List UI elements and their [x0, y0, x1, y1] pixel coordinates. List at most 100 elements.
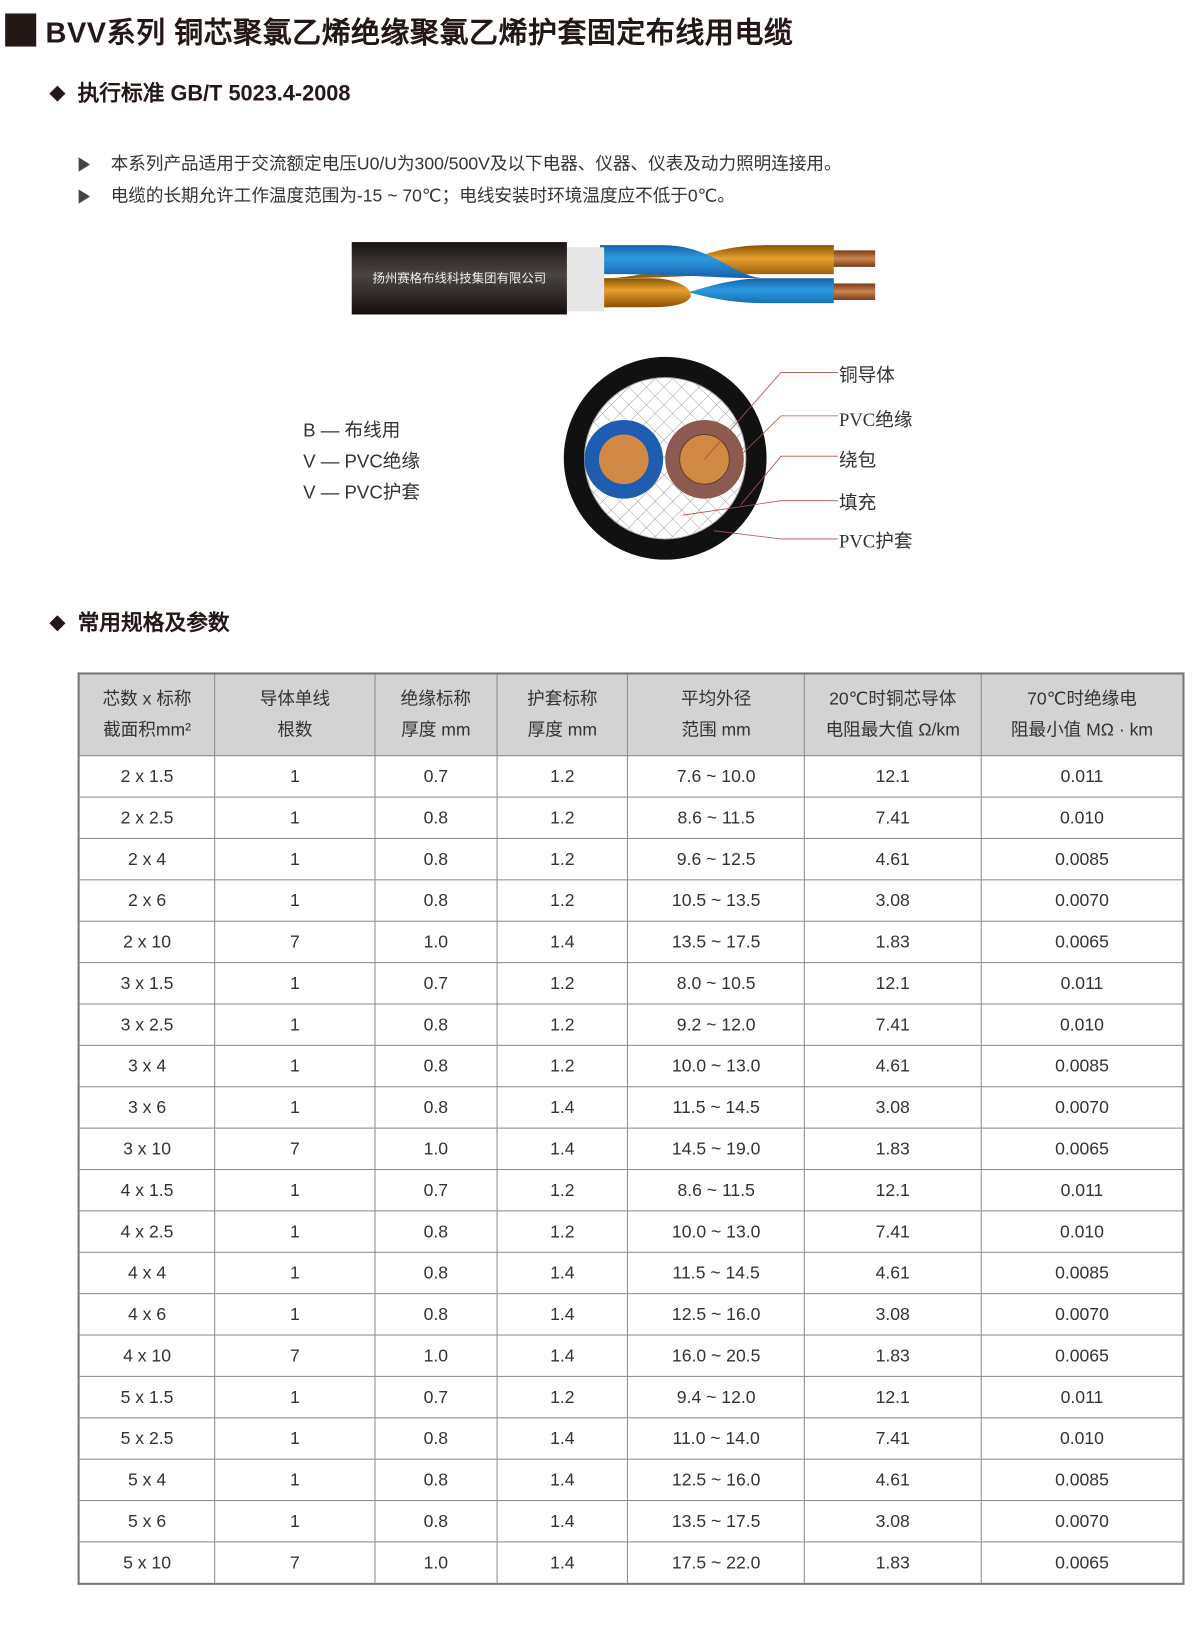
table-cell: 10.0 ~ 13.0 [627, 1210, 805, 1253]
table-cell: 13.5 ~ 17.5 [627, 1500, 805, 1543]
table-cell: 5 x 6 [78, 1500, 216, 1543]
table-row: 2 x 4 1 0.8 1.2 9.6 ~ 12.5 4.61 0.0085 [78, 837, 1184, 881]
table-cell: 1 [214, 796, 376, 839]
table-cell: 2 x 4 [78, 837, 216, 881]
table-cell: 3 x 10 [78, 1127, 216, 1171]
column-header-line: 护套标称 [527, 688, 598, 709]
table-cell: 9.2 ~ 12.0 [627, 1003, 805, 1046]
table-cell: 1.83 [803, 920, 982, 964]
title-marker-block [5, 13, 37, 47]
bullet-item: 电缆的长期允许工作温度范围为-15 ~ 70℃；电线安装时环境温度应不低于0℃。 [78, 181, 735, 207]
table-cell: 1 [214, 837, 376, 881]
table-cell: 7.41 [803, 1210, 982, 1253]
table-cell: 0.8 [374, 837, 498, 881]
table-row: 4 x 4 1 0.8 1.4 11.5 ~ 14.5 4.61 0.0085 [78, 1251, 1184, 1295]
table-cell: 1 [214, 1375, 376, 1419]
table-cell: 4 x 6 [78, 1293, 216, 1336]
column-header: 导体单线 根数 [214, 672, 376, 757]
table-cell: 1.4 [496, 1293, 629, 1336]
table-cell: 4 x 10 [78, 1334, 216, 1377]
column-header: 平均外径 范围 mm [627, 672, 805, 757]
table-cell: 17.5 ~ 22.0 [627, 1541, 805, 1585]
table-cell: 1.2 [496, 796, 629, 839]
table-row: 3 x 6 1 0.8 1.4 11.5 ~ 14.5 3.08 0.0070 [78, 1086, 1184, 1129]
table-cell: 8.6 ~ 11.5 [627, 1168, 805, 1212]
table-cell: 12.1 [803, 962, 982, 1005]
table-cell: 0.8 [374, 1003, 498, 1046]
table-cell: 1.4 [496, 1251, 629, 1295]
table-cell: 1.83 [803, 1334, 982, 1377]
label-pvc-sheath: PVC护套 [838, 530, 913, 552]
table-cell: 0.0085 [980, 837, 1184, 881]
table-cell: 1.4 [496, 1500, 629, 1543]
table-row: 4 x 10 7 1.0 1.4 16.0 ~ 20.5 1.83 0.0065 [78, 1334, 1184, 1377]
column-header-line: 厚度 mm [401, 720, 471, 740]
table-row: 2 x 10 7 1.0 1.4 13.5 ~ 17.5 1.83 0.0065 [78, 920, 1184, 964]
table-cell: 1 [214, 1044, 376, 1088]
column-header: 20℃时铜芯导体 电阻最大值 Ω/km [803, 672, 982, 757]
table-cell: 4 x 4 [78, 1251, 216, 1295]
table-cell: 0.0070 [980, 1500, 1184, 1543]
table-cell: 1 [214, 962, 376, 1005]
table-cell: 1 [214, 1086, 376, 1129]
copper-core-left [598, 434, 649, 485]
table-cell: 0.010 [980, 1417, 1184, 1460]
outer-sheath [351, 242, 567, 315]
table-cell: 1.4 [496, 1541, 629, 1585]
table-cell: 0.0065 [980, 920, 1184, 964]
triangle-bullet-icon [78, 189, 91, 204]
specs-table: 芯数 x 标称 截面积mm² 导体单线 根数 绝缘标称 厚度 mm 护套标称 厚度 mm 平均外… [77, 672, 1185, 1585]
table-cell: 0.0070 [980, 879, 1184, 922]
column-header-line: 平均外径 [680, 688, 752, 709]
table-cell: 1.0 [374, 920, 498, 964]
table-row: 3 x 10 7 1.0 1.4 14.5 ~ 19.0 1.83 0.0065 [78, 1127, 1184, 1171]
cable-cross-section [563, 356, 838, 560]
table-cell: 4.61 [803, 1044, 982, 1088]
column-header-line: 绝缘标称 [400, 688, 472, 709]
table-cell: 11.5 ~ 14.5 [627, 1251, 805, 1295]
column-header-line: 厚度 mm [527, 720, 598, 740]
column-header: 芯数 x 标称 截面积mm² [78, 672, 216, 757]
table-cell: 0.7 [374, 1168, 498, 1212]
specs-heading-text: 常用规格及参数 [77, 611, 230, 636]
table-cell: 4.61 [803, 837, 982, 881]
table-cell: 0.0085 [980, 1044, 1184, 1088]
leader-lines [682, 372, 838, 540]
legend-b: B — 布线用 [303, 420, 401, 441]
bullet-text: 本系列产品适用于交流额定电压U0/U为300/500V及以下电器、仪器、仪表及动… [110, 154, 842, 174]
table-cell: 0.0085 [980, 1251, 1184, 1295]
table-cell: 1.2 [496, 962, 629, 1005]
filler-mesh [583, 377, 747, 540]
table-cell: 3 x 4 [78, 1044, 216, 1088]
table-row: 5 x 1.5 1 0.7 1.2 9.4 ~ 12.0 12.1 0.011 [78, 1375, 1184, 1419]
table-cell: 0.8 [374, 796, 498, 839]
table-cell: 1.4 [496, 1458, 629, 1502]
table-cell: 0.8 [374, 1086, 498, 1129]
table-cell: 4 x 1.5 [78, 1168, 216, 1212]
table-cell: 5 x 10 [78, 1541, 216, 1585]
table-cell: 1.0 [374, 1127, 498, 1171]
table-cell: 13.5 ~ 17.5 [627, 920, 805, 964]
table-row: 3 x 2.5 1 0.8 1.2 9.2 ~ 12.0 7.41 0.010 [78, 1003, 1184, 1046]
table-cell: 1.4 [496, 920, 629, 964]
page-title: BVV系列 铜芯聚氯乙烯绝缘聚氯乙烯护套固定布线用电缆 [45, 16, 794, 49]
diamond-bullet-icon [49, 615, 66, 632]
column-header-line: 截面积mm² [103, 720, 191, 740]
table-cell: 0.011 [980, 1168, 1184, 1212]
table-cell: 7.41 [803, 1417, 982, 1460]
table-cell: 1.0 [374, 1541, 498, 1585]
table-cell: 0.8 [374, 1251, 498, 1295]
table-cell: 5 x 4 [78, 1458, 216, 1502]
column-header: 绝缘标称厚度 mm [374, 672, 498, 757]
table-cell: 1.4 [496, 1334, 629, 1377]
table-cell: 0.010 [980, 1003, 1184, 1046]
table-cell: 10.0 ~ 13.0 [627, 1044, 805, 1088]
table-cell: 0.8 [374, 1458, 498, 1502]
table-cell: 0.8 [374, 1500, 498, 1543]
table-cell: 0.011 [980, 962, 1184, 1005]
table-cell: 12.5 ~ 16.0 [627, 1458, 805, 1502]
table-cell: 0.010 [980, 1210, 1184, 1253]
table-cell: 4 x 2.5 [78, 1210, 216, 1253]
table-cell: 1 [214, 1417, 376, 1460]
